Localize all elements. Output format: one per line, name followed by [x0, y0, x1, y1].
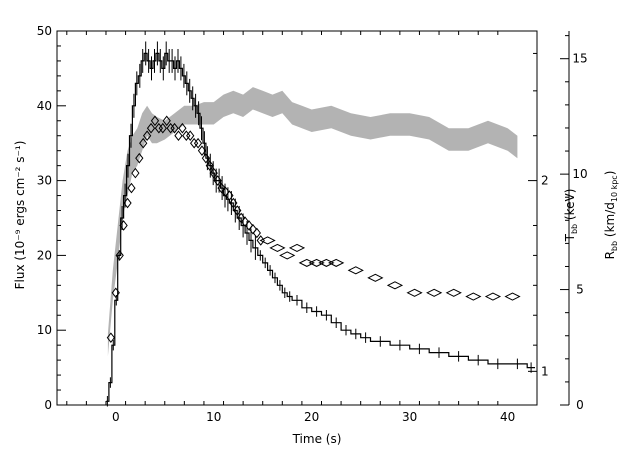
y-tick-label: 40 — [37, 99, 52, 113]
temperature-point — [135, 152, 144, 164]
r-axis-tick-label: 5 — [576, 283, 584, 297]
temperature-point — [205, 160, 214, 171]
temperature-point — [225, 190, 234, 201]
y-tick-label: 10 — [37, 323, 52, 337]
temperature-point — [256, 235, 265, 246]
temperature-point — [252, 227, 261, 239]
temperature-point — [504, 292, 521, 301]
temperature-point — [170, 122, 179, 134]
temperature-point — [123, 197, 132, 209]
x-tick-label: 0 — [112, 410, 120, 424]
plot-data-layer — [106, 41, 535, 407]
y-tick-label: 0 — [44, 398, 52, 412]
temperature-point — [269, 243, 286, 252]
x-tick-label: 10 — [206, 410, 221, 424]
x-tick-label: 40 — [500, 410, 515, 424]
y-axis-label: Flux (10⁻⁹ ergs cm⁻² s⁻¹) — [13, 141, 27, 290]
temperature-point — [386, 281, 404, 290]
temperature-point — [201, 152, 211, 164]
temperature-point — [209, 167, 218, 179]
x-tick-label: 30 — [402, 410, 417, 424]
r-axis-tick-label: 10 — [572, 167, 587, 181]
y-tick-label: 20 — [37, 248, 52, 262]
temperature-point — [190, 137, 199, 149]
temperature-point — [139, 137, 148, 149]
temperature-point — [308, 258, 325, 267]
right-axis-r-label: Rbb (km/d10 kpc) — [603, 171, 619, 260]
temperature-point — [142, 130, 152, 142]
temperature-point — [318, 258, 335, 267]
temperature-point — [193, 137, 203, 149]
temperature-point — [213, 175, 222, 186]
temperature-point — [150, 115, 160, 127]
temperature-point — [233, 205, 242, 216]
temperature-point — [162, 115, 171, 127]
temperature-point — [259, 236, 276, 245]
t-axis-tick-label: 2 — [541, 174, 549, 188]
temperature-point — [127, 182, 136, 194]
temperature-point — [146, 122, 156, 134]
temperature-point — [158, 122, 167, 134]
x-axis-label: Time (s) — [292, 432, 342, 446]
temperature-point — [298, 258, 315, 267]
temperature-point — [279, 251, 296, 260]
temperature-point — [115, 250, 124, 261]
temperature-point — [248, 223, 258, 235]
temperature-point — [445, 288, 462, 297]
x-tick-label: 20 — [304, 410, 319, 424]
temperature-point — [197, 145, 207, 156]
temperature-point — [406, 288, 423, 297]
temperature-point — [174, 130, 183, 142]
temperature-point — [166, 122, 175, 134]
plot-frame — [56, 30, 538, 406]
temperature-point — [328, 258, 345, 267]
r-axis-tick-label: 0 — [576, 398, 584, 412]
temperature-point — [229, 197, 238, 209]
temperature-point — [426, 288, 443, 297]
right-axis-t-label: Tbb (keV) — [563, 189, 579, 243]
flux-histogram — [106, 52, 535, 402]
temperature-point — [106, 332, 116, 343]
temperature-point — [186, 130, 195, 142]
temperature-point — [347, 266, 364, 275]
temperature-point — [111, 287, 120, 299]
temperature-point — [484, 292, 502, 301]
temperature-point — [154, 122, 164, 134]
temperature-point — [288, 243, 306, 252]
temperature-point — [178, 122, 187, 134]
radius-band — [107, 87, 518, 357]
t-axis-tick-label: 1 — [541, 364, 549, 378]
y-tick-label: 50 — [37, 24, 52, 38]
y-tick-label: 30 — [37, 174, 52, 188]
r-axis-tick-label: 15 — [572, 52, 587, 66]
temperature-point — [182, 130, 191, 142]
temperature-point — [131, 167, 140, 179]
temperature-point — [465, 292, 482, 301]
temperature-point — [119, 220, 128, 231]
temperature-point — [367, 273, 384, 282]
